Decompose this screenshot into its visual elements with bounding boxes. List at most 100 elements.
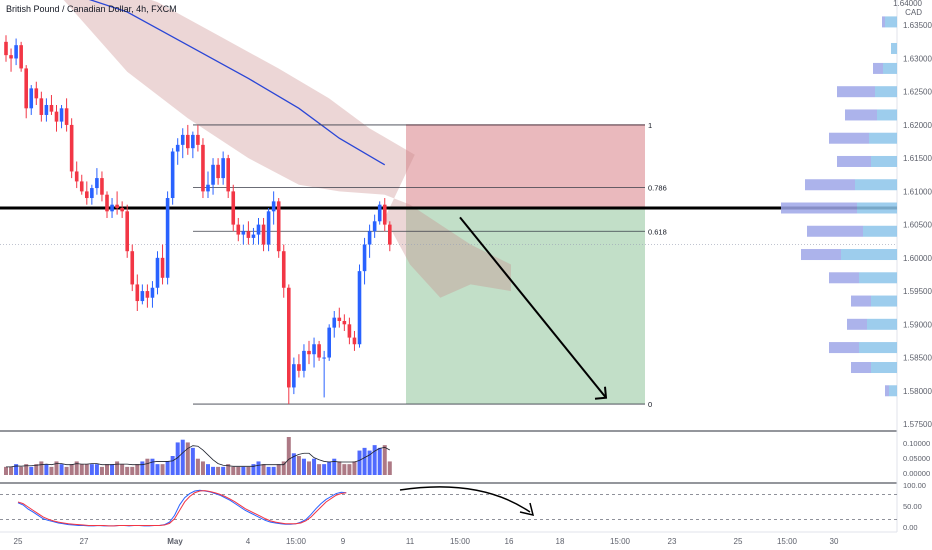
volume-profile-bar-left	[845, 109, 877, 121]
volume-bar	[256, 461, 261, 475]
candle-body	[160, 257, 165, 278]
volume-bar	[307, 461, 311, 475]
volume-average-line	[6, 445, 390, 468]
volume-profile-bar-right	[885, 16, 897, 28]
volume-profile-bar-left	[837, 86, 875, 98]
volume-bar	[130, 466, 135, 475]
volume-profile-bar-left	[851, 295, 871, 307]
volume-profile-bar-left	[829, 342, 859, 354]
candle-body	[49, 104, 54, 112]
time-tick-label: 25	[14, 537, 23, 546]
volume-profile-bar-left	[829, 132, 869, 144]
price-tick-label: 1.61500	[903, 154, 932, 163]
candle-body	[231, 191, 236, 225]
volume-bar	[236, 466, 241, 475]
price-tick-label: 1.58000	[903, 387, 932, 396]
volume-bar	[362, 447, 367, 475]
volume-bar	[200, 461, 205, 475]
fib-level-label: 0.618	[648, 227, 667, 236]
volume-bar	[29, 466, 34, 475]
volume-bar	[125, 466, 130, 475]
volume-bar	[387, 461, 392, 475]
price-tick-label: 1.63500	[903, 21, 932, 30]
chart-title: British Pound / Canadian Dollar, 4h, FXC…	[6, 4, 177, 14]
candle-body	[165, 198, 170, 278]
volume-bar	[327, 461, 332, 475]
candle-body	[251, 234, 256, 238]
volume-bar	[175, 442, 180, 475]
candle-body	[271, 201, 276, 212]
volume-profile-bar-left	[882, 16, 885, 28]
time-tick-label: 4	[246, 537, 251, 546]
volume-bar	[120, 464, 125, 475]
volume-profile-bar-right	[863, 225, 897, 237]
candle-body	[186, 134, 190, 149]
volume-profile-bar-right	[871, 295, 897, 307]
stochastic-d-line	[17, 490, 347, 527]
moving-average-line	[88, 0, 386, 166]
stoch-tick-label: 50.00	[903, 502, 922, 511]
price-tick-label: 1.61000	[903, 187, 932, 196]
candle-body	[44, 104, 49, 115]
candle-body	[357, 271, 362, 345]
time-tick-label: 30	[830, 537, 839, 546]
candle-body	[281, 251, 286, 288]
price-tick-label: 1.60000	[903, 254, 932, 263]
volume-profile-bar-right	[859, 342, 897, 354]
time-tick-label: 11	[406, 537, 415, 546]
volume-profile-bar-right	[883, 62, 897, 74]
volume-bar	[377, 447, 382, 475]
volume-bar	[296, 456, 301, 475]
volume-bar	[115, 461, 120, 475]
volume-profile-bar-left	[781, 202, 857, 214]
volume-bar	[332, 458, 337, 475]
volume-profile-bar-left	[807, 225, 863, 237]
volume-bar	[286, 437, 291, 475]
volume-bar	[216, 466, 221, 475]
volume-bar	[322, 464, 327, 475]
candle-body	[332, 317, 337, 328]
candle-body	[342, 320, 347, 325]
volume-bar	[312, 458, 317, 475]
candle-body	[39, 98, 44, 115]
stoch-tick-label: 100.00	[903, 481, 926, 490]
volume-bar	[155, 464, 160, 475]
volume-bar	[165, 461, 170, 475]
candle-body	[14, 45, 18, 59]
volume-bar	[135, 464, 140, 475]
candle-body	[312, 344, 316, 355]
time-tick-label: 15:00	[450, 537, 471, 546]
volume-bar	[9, 466, 14, 475]
volume-bar	[342, 464, 347, 475]
volume-profile-bar-right	[859, 272, 897, 284]
volume-bar	[180, 439, 185, 475]
candle-body	[377, 204, 382, 222]
projection-arrow-line	[459, 216, 607, 399]
candle-body	[130, 251, 135, 285]
candle-body	[175, 144, 180, 152]
candle-body	[246, 231, 251, 238]
candle-body	[74, 171, 79, 182]
time-tick-label: 15:00	[610, 537, 631, 546]
time-tick-label: 18	[556, 537, 565, 546]
volume-profile-bar-right	[875, 86, 897, 98]
volume-profile-bar-right	[889, 385, 897, 397]
candle-body	[388, 224, 392, 245]
candle-body	[292, 364, 296, 388]
volume-bar	[195, 458, 200, 475]
volume-bar	[34, 464, 39, 475]
volume-bar	[251, 464, 256, 475]
candle-body	[276, 201, 281, 252]
candle-body	[155, 257, 160, 288]
volume-profile-bar-left	[847, 318, 867, 330]
candle-body	[297, 364, 301, 371]
volume-bar	[69, 464, 74, 475]
candle-body	[115, 204, 119, 208]
volume-bar	[170, 456, 175, 475]
volume-bar	[226, 464, 231, 475]
candle-body	[201, 144, 205, 192]
fib-level-label: 0.786	[648, 183, 667, 192]
candle-body	[125, 211, 129, 252]
volume-profile-bar-right	[871, 155, 897, 167]
